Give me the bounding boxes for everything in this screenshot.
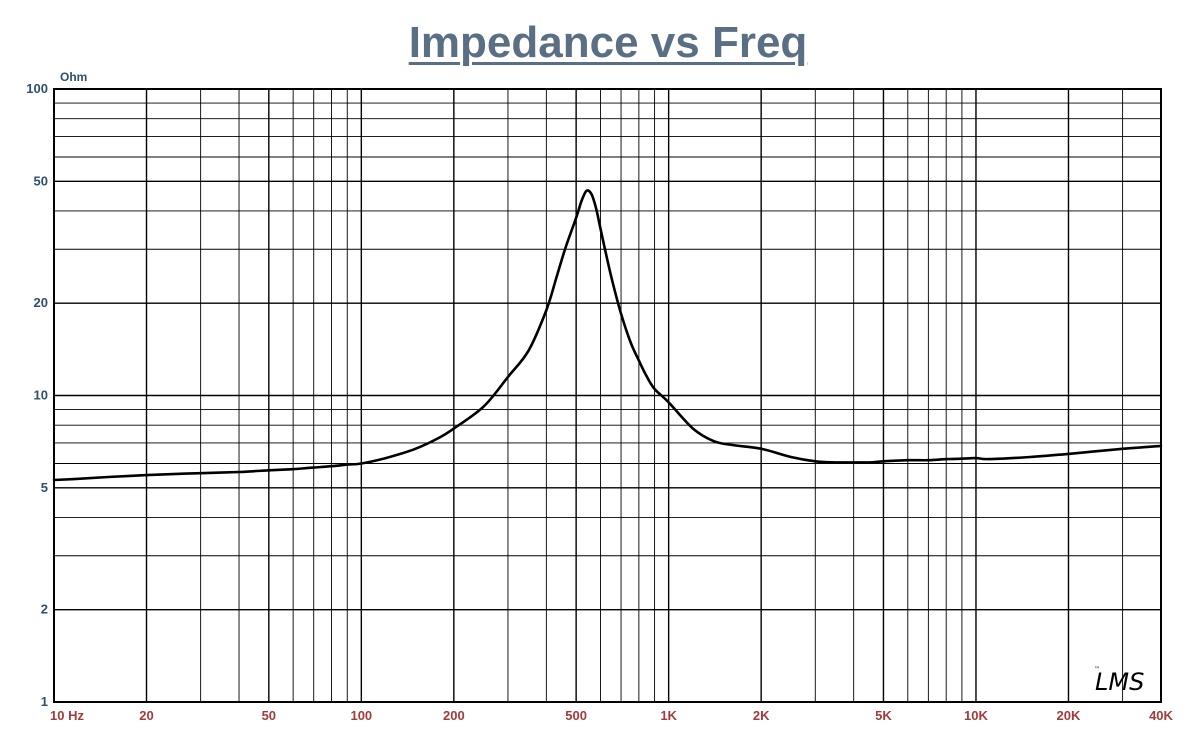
chart-title: Impedance vs Freq bbox=[408, 18, 808, 67]
grid-lines bbox=[54, 89, 1161, 702]
y-tick-label: 50 bbox=[34, 173, 48, 188]
x-tick-label: 50 bbox=[262, 708, 276, 723]
x-tick-label: 20K bbox=[1057, 708, 1081, 723]
impedance-curve-layer bbox=[52, 189, 1163, 482]
x-tick-label: 10K bbox=[964, 708, 988, 723]
impedance-curve bbox=[52, 189, 1163, 482]
y-tick-label: 10 bbox=[34, 388, 48, 403]
y-tick-label: 2 bbox=[41, 602, 48, 617]
x-tick-label: 500 bbox=[565, 708, 587, 723]
logo-trademark: ™ bbox=[1094, 666, 1100, 673]
y-axis-unit-label: Ohm bbox=[60, 70, 87, 84]
x-tick-label: 10 Hz bbox=[50, 708, 84, 723]
x-tick-label: 20 bbox=[139, 708, 153, 723]
logo-text: LMS bbox=[1095, 668, 1144, 696]
lms-logo: ™ LMS bbox=[1094, 666, 1144, 696]
plot-frame bbox=[53, 88, 1162, 703]
y-tick-label: 20 bbox=[34, 295, 48, 310]
y-tick-label: 1 bbox=[41, 694, 48, 709]
x-tick-label: 1K bbox=[660, 708, 677, 723]
x-tick-label: 5K bbox=[875, 708, 892, 723]
y-tick-label: 5 bbox=[41, 480, 48, 495]
y-axis-ticks: 1 2 5 10 20 50 100 bbox=[26, 81, 48, 709]
y-tick-label: 100 bbox=[26, 81, 48, 96]
x-axis-ticks: 10 Hz 20 50 100 200 500 1K 2K 5K 10K 20K 40K bbox=[50, 708, 1174, 723]
x-tick-label: 200 bbox=[443, 708, 465, 723]
x-tick-label: 40K bbox=[1149, 708, 1173, 723]
x-tick-label: 100 bbox=[350, 708, 372, 723]
x-tick-label: 2K bbox=[753, 708, 770, 723]
